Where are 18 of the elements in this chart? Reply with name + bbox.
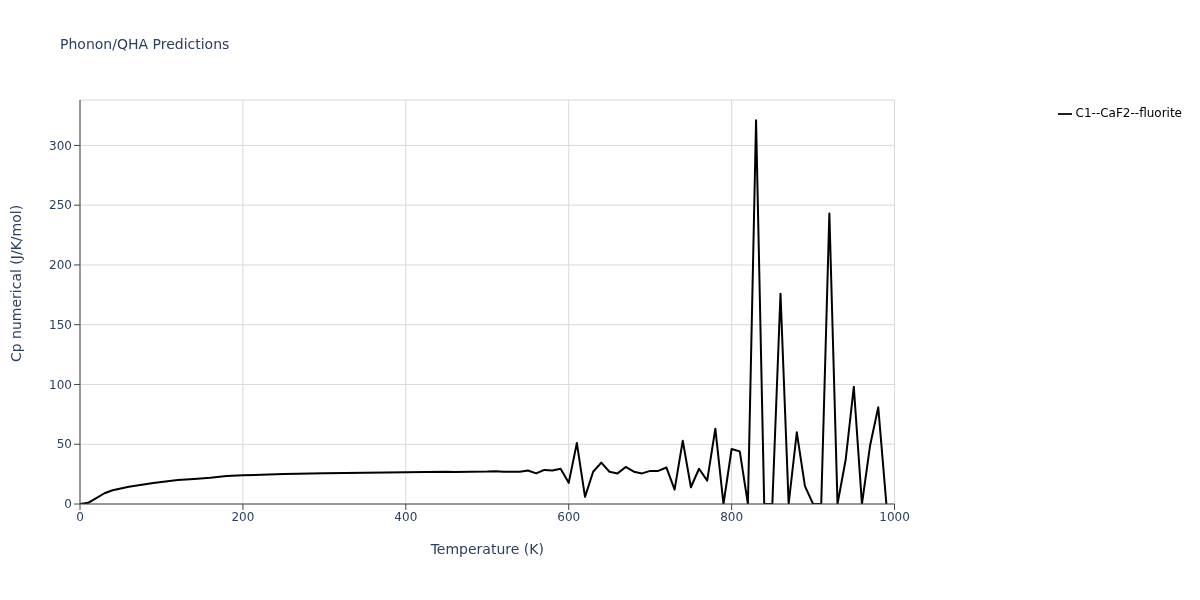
y-tick-label: 0 bbox=[64, 497, 72, 512]
y-tick-label: 100 bbox=[49, 377, 72, 392]
y-axis-title: Cp numerical (J/K/mol) bbox=[7, 204, 24, 362]
legend-label: C1--CaF2--fluorite bbox=[1075, 106, 1182, 120]
x-tick-label: 800 bbox=[720, 509, 744, 524]
y-tick-label: 250 bbox=[49, 198, 72, 213]
chart-title: Phonon/QHA Predictions bbox=[60, 36, 230, 52]
y-tick-label: 50 bbox=[56, 437, 72, 452]
x-tick-label: 200 bbox=[231, 509, 255, 524]
x-tick-label: 600 bbox=[557, 509, 581, 524]
x-tick-label: 0 bbox=[76, 509, 84, 524]
x-axis-title: Temperature (K) bbox=[429, 541, 544, 557]
x-tick-label: 400 bbox=[394, 509, 418, 524]
y-tick-label: 200 bbox=[49, 258, 72, 273]
x-tick-label: 1000 bbox=[879, 509, 910, 524]
line-series bbox=[80, 119, 888, 504]
y-tick-label: 150 bbox=[49, 317, 72, 332]
y-tick-label: 300 bbox=[49, 138, 72, 153]
